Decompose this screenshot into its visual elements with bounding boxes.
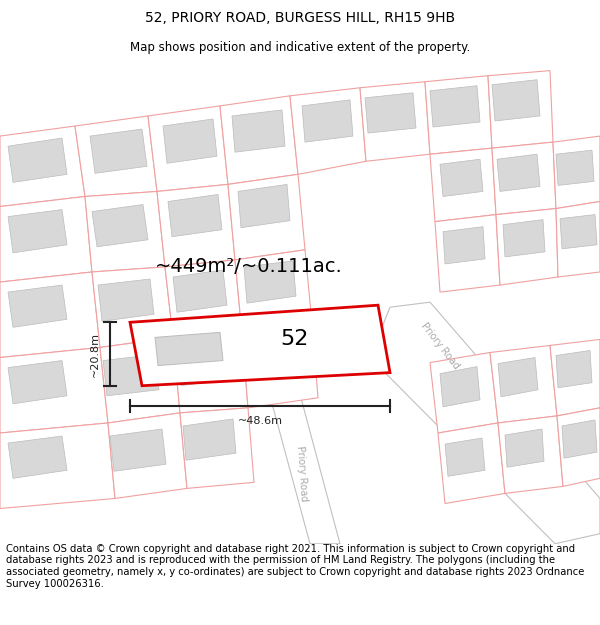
Polygon shape: [85, 191, 165, 272]
Text: Contains OS data © Crown copyright and database right 2021. This information is : Contains OS data © Crown copyright and d…: [6, 544, 584, 589]
Polygon shape: [235, 250, 312, 333]
Polygon shape: [168, 194, 222, 237]
Polygon shape: [430, 86, 480, 127]
Polygon shape: [496, 209, 558, 285]
Polygon shape: [425, 76, 492, 154]
Polygon shape: [148, 106, 228, 191]
Polygon shape: [556, 150, 594, 186]
Polygon shape: [290, 88, 366, 174]
Polygon shape: [445, 438, 485, 476]
Polygon shape: [492, 80, 540, 121]
Polygon shape: [550, 339, 600, 416]
Polygon shape: [8, 436, 67, 478]
Polygon shape: [108, 413, 187, 499]
Polygon shape: [100, 338, 180, 423]
Polygon shape: [157, 184, 235, 267]
Polygon shape: [8, 138, 67, 182]
Polygon shape: [90, 129, 147, 173]
Polygon shape: [0, 196, 92, 282]
Polygon shape: [497, 154, 540, 191]
Polygon shape: [503, 219, 545, 257]
Polygon shape: [103, 354, 159, 396]
Polygon shape: [492, 142, 556, 214]
Polygon shape: [370, 302, 600, 544]
Polygon shape: [498, 416, 563, 493]
Polygon shape: [440, 159, 483, 196]
Polygon shape: [430, 352, 498, 433]
Polygon shape: [505, 429, 544, 468]
Polygon shape: [180, 408, 254, 488]
Text: ~48.6m: ~48.6m: [238, 416, 283, 426]
Polygon shape: [0, 423, 115, 509]
Polygon shape: [557, 408, 600, 486]
Text: Map shows position and indicative extent of the property.: Map shows position and indicative extent…: [130, 41, 470, 54]
Polygon shape: [92, 267, 173, 348]
Text: ~449m²/~0.111ac.: ~449m²/~0.111ac.: [155, 258, 343, 276]
Polygon shape: [8, 209, 67, 253]
Polygon shape: [173, 270, 227, 312]
Polygon shape: [110, 429, 166, 471]
Polygon shape: [440, 367, 480, 407]
Text: 52: 52: [281, 329, 309, 349]
Polygon shape: [0, 348, 108, 433]
Polygon shape: [242, 323, 318, 408]
Text: Priory Road: Priory Road: [295, 445, 309, 501]
Polygon shape: [553, 136, 600, 209]
Text: Priory Road: Priory Road: [419, 321, 461, 371]
Polygon shape: [498, 357, 538, 397]
Polygon shape: [8, 361, 67, 404]
Polygon shape: [360, 82, 430, 161]
Polygon shape: [562, 420, 597, 458]
Polygon shape: [228, 174, 305, 260]
Polygon shape: [435, 214, 500, 292]
Polygon shape: [130, 305, 390, 386]
Polygon shape: [443, 227, 485, 264]
Polygon shape: [248, 336, 300, 377]
Polygon shape: [92, 204, 148, 247]
Polygon shape: [173, 333, 248, 413]
Polygon shape: [0, 272, 100, 358]
Polygon shape: [0, 126, 85, 206]
Polygon shape: [556, 201, 600, 277]
Polygon shape: [438, 423, 505, 504]
Polygon shape: [98, 279, 154, 321]
Polygon shape: [155, 332, 223, 366]
Polygon shape: [178, 344, 231, 386]
Polygon shape: [244, 261, 296, 303]
Polygon shape: [430, 148, 496, 222]
Polygon shape: [302, 100, 353, 142]
Polygon shape: [556, 351, 592, 388]
Polygon shape: [490, 346, 557, 423]
Polygon shape: [220, 96, 298, 184]
Polygon shape: [75, 116, 157, 196]
Polygon shape: [488, 71, 553, 148]
Text: ~20.8m: ~20.8m: [90, 331, 100, 376]
Polygon shape: [232, 110, 285, 152]
Polygon shape: [163, 119, 217, 163]
Polygon shape: [365, 92, 416, 133]
Polygon shape: [238, 184, 290, 228]
Polygon shape: [560, 214, 597, 249]
Polygon shape: [265, 376, 340, 544]
Polygon shape: [165, 260, 242, 338]
Text: 52, PRIORY ROAD, BURGESS HILL, RH15 9HB: 52, PRIORY ROAD, BURGESS HILL, RH15 9HB: [145, 11, 455, 26]
Polygon shape: [183, 419, 236, 460]
Polygon shape: [8, 285, 67, 328]
